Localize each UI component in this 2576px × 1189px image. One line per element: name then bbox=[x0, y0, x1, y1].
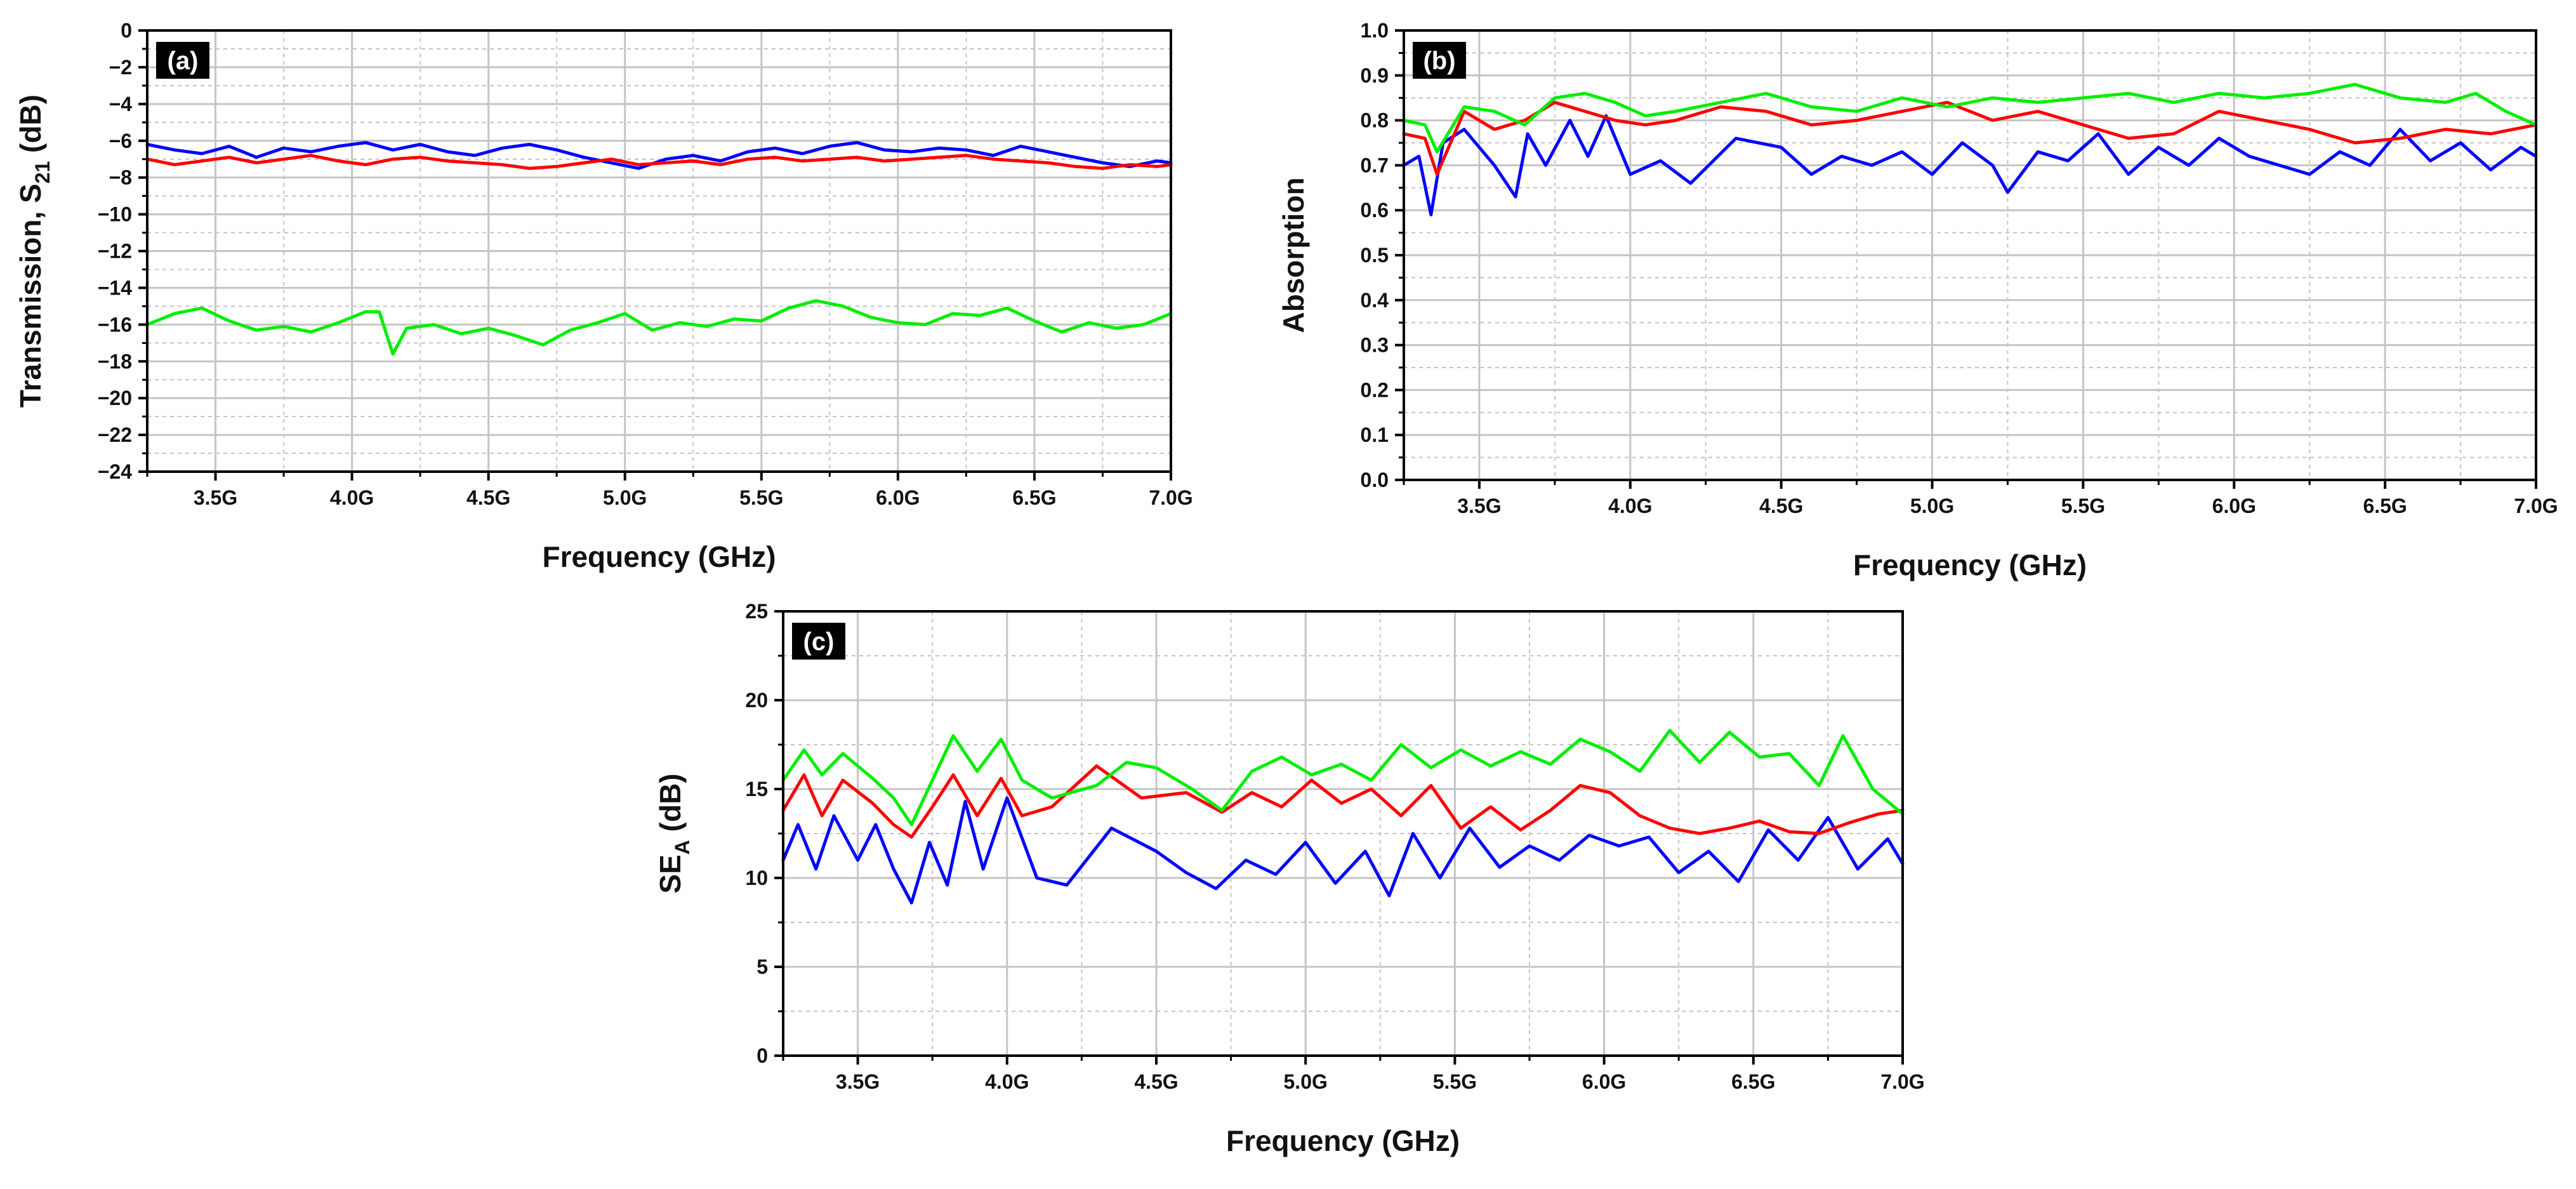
x-tick-label: 4.0G bbox=[1608, 495, 1652, 517]
y-tick-label: −12 bbox=[98, 240, 132, 263]
y-tick-label: −18 bbox=[98, 350, 132, 373]
x-tick-label: 6.0G bbox=[876, 486, 920, 509]
y-tick-label: 0.3 bbox=[1361, 334, 1389, 357]
x-tick-label: 3.5G bbox=[194, 486, 237, 509]
y-tick-label: 0 bbox=[121, 19, 132, 42]
y-tick-label: −24 bbox=[98, 460, 132, 483]
x-tick-label: 7.0G bbox=[1880, 1070, 1924, 1093]
series-line-red bbox=[781, 764, 1905, 839]
y-tick-label: −6 bbox=[109, 130, 132, 152]
y-axis-title-unit: (dB) bbox=[14, 95, 47, 161]
series-line-blue bbox=[145, 141, 1173, 170]
panel-label-box bbox=[1413, 42, 1466, 79]
x-axis-title: Frequency (GHz) bbox=[542, 540, 776, 573]
panel-label-box bbox=[156, 42, 209, 79]
x-tick-label: 4.5G bbox=[466, 486, 510, 509]
series-line-green bbox=[145, 299, 1173, 356]
x-tick-label: 6.5G bbox=[1012, 486, 1056, 509]
series-line-blue bbox=[781, 796, 1905, 905]
y-tick-label: 15 bbox=[745, 778, 768, 800]
series-line-blue bbox=[1402, 114, 2538, 216]
x-tick-label: 7.0G bbox=[2514, 495, 2558, 517]
x-tick-label: 5.5G bbox=[739, 486, 783, 509]
x-axis-title: Frequency (GHz) bbox=[1853, 548, 2087, 581]
panel-label-box bbox=[792, 623, 845, 660]
x-tick-label: 5.0G bbox=[603, 486, 647, 509]
y-axis-title-subscript: 21 bbox=[31, 161, 54, 184]
y-tick-label: 5 bbox=[756, 955, 768, 978]
series-line-red bbox=[145, 154, 1173, 170]
y-tick-label: 0.8 bbox=[1361, 109, 1389, 132]
x-tick-label: 6.0G bbox=[2212, 495, 2256, 517]
y-tick-label: 0.7 bbox=[1361, 154, 1389, 176]
x-tick-label: 5.5G bbox=[2061, 495, 2105, 517]
y-tick-label: 0 bbox=[756, 1044, 768, 1067]
panel-label: (b) bbox=[1423, 47, 1455, 75]
y-tick-label: 25 bbox=[745, 600, 768, 623]
y-tick-label: 0.5 bbox=[1361, 244, 1389, 267]
series-line-green bbox=[781, 729, 1905, 827]
y-tick-label: −10 bbox=[98, 203, 132, 226]
x-tick-label: 5.0G bbox=[1910, 495, 1954, 517]
y-tick-label: 0.6 bbox=[1361, 199, 1389, 222]
x-tick-label: 3.5G bbox=[1457, 495, 1501, 517]
y-axis-title: Absorption bbox=[1277, 177, 1310, 333]
panel-b: 3.5G 4.0G 4.5G 5.0G 5.5G 6.0G 6.5G 7.0G 0.0 0.1 0.… bbox=[1277, 19, 2558, 581]
x-tick-label: 4.0G bbox=[330, 486, 374, 509]
y-axis-title-unit: (dB) bbox=[654, 773, 687, 840]
y-axis-title: Transmission, S21 (dB) bbox=[14, 95, 54, 408]
y-tick-label: 0.9 bbox=[1361, 64, 1389, 87]
y-tick-label: −14 bbox=[98, 276, 132, 299]
x-tick-label: 5.0G bbox=[1284, 1070, 1328, 1093]
y-tick-label: −22 bbox=[98, 423, 132, 446]
panel-label: (a) bbox=[168, 47, 199, 75]
y-tick-label: −8 bbox=[109, 166, 132, 189]
y-tick-label: −2 bbox=[109, 56, 132, 79]
x-tick-label: 6.5G bbox=[2363, 495, 2407, 517]
y-axis-title-main: SE bbox=[654, 854, 687, 893]
panel-label: (c) bbox=[803, 628, 835, 656]
y-tick-label: 20 bbox=[745, 689, 768, 712]
panel-c: 3.5G 4.0G 4.5G 5.0G 5.5G 6.0G 6.5G 7.0G 0 5 10 15 20… bbox=[654, 600, 1925, 1157]
x-tick-label: 6.5G bbox=[1731, 1070, 1775, 1093]
y-tick-label: 0.0 bbox=[1361, 468, 1389, 491]
y-tick-label: −16 bbox=[98, 313, 132, 336]
y-tick-label: 10 bbox=[745, 867, 768, 889]
y-tick-label: 0.2 bbox=[1361, 378, 1389, 401]
y-tick-label: 0.4 bbox=[1361, 289, 1389, 312]
x-tick-label: 6.0G bbox=[1582, 1070, 1626, 1093]
x-tick-label: 3.5G bbox=[836, 1070, 880, 1093]
x-tick-label: 4.5G bbox=[1134, 1070, 1178, 1093]
y-tick-label: −20 bbox=[98, 387, 132, 409]
y-axis-title-main: Transmission, S bbox=[14, 183, 47, 408]
series-line-green bbox=[1402, 83, 2538, 154]
panel-a: 3.5G 4.0G 4.5G 5.0G 5.5G 6.0G 6.5G 7.0G 0 −2 −4 −6 −… bbox=[14, 19, 1193, 573]
x-tick-label: 4.5G bbox=[1759, 495, 1803, 517]
x-tick-label: 5.5G bbox=[1433, 1070, 1477, 1093]
x-tick-label: 7.0G bbox=[1149, 486, 1192, 509]
x-axis-title: Frequency (GHz) bbox=[1226, 1124, 1460, 1157]
y-tick-label: −4 bbox=[109, 93, 133, 116]
x-tick-label: 4.0G bbox=[985, 1070, 1029, 1093]
y-axis-title: SEA (dB) bbox=[654, 773, 694, 893]
y-tick-label: 0.1 bbox=[1361, 423, 1389, 446]
y-axis-title-subscript: A bbox=[671, 840, 694, 854]
y-tick-label: 1.0 bbox=[1361, 19, 1389, 42]
